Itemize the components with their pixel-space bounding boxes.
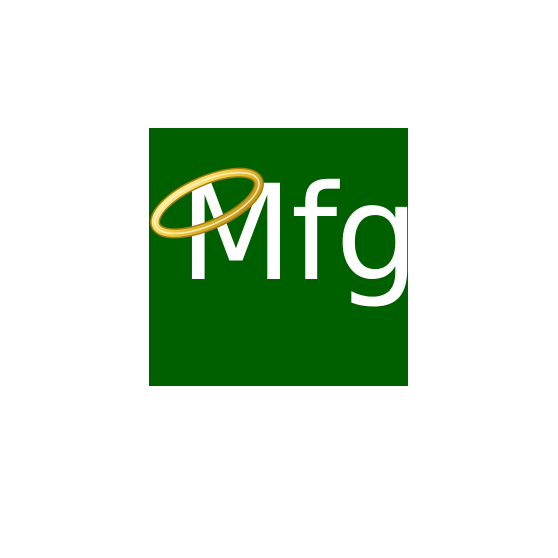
logo-tile: Mfg [149, 128, 419, 386]
logo-text: Mfg [179, 157, 419, 311]
